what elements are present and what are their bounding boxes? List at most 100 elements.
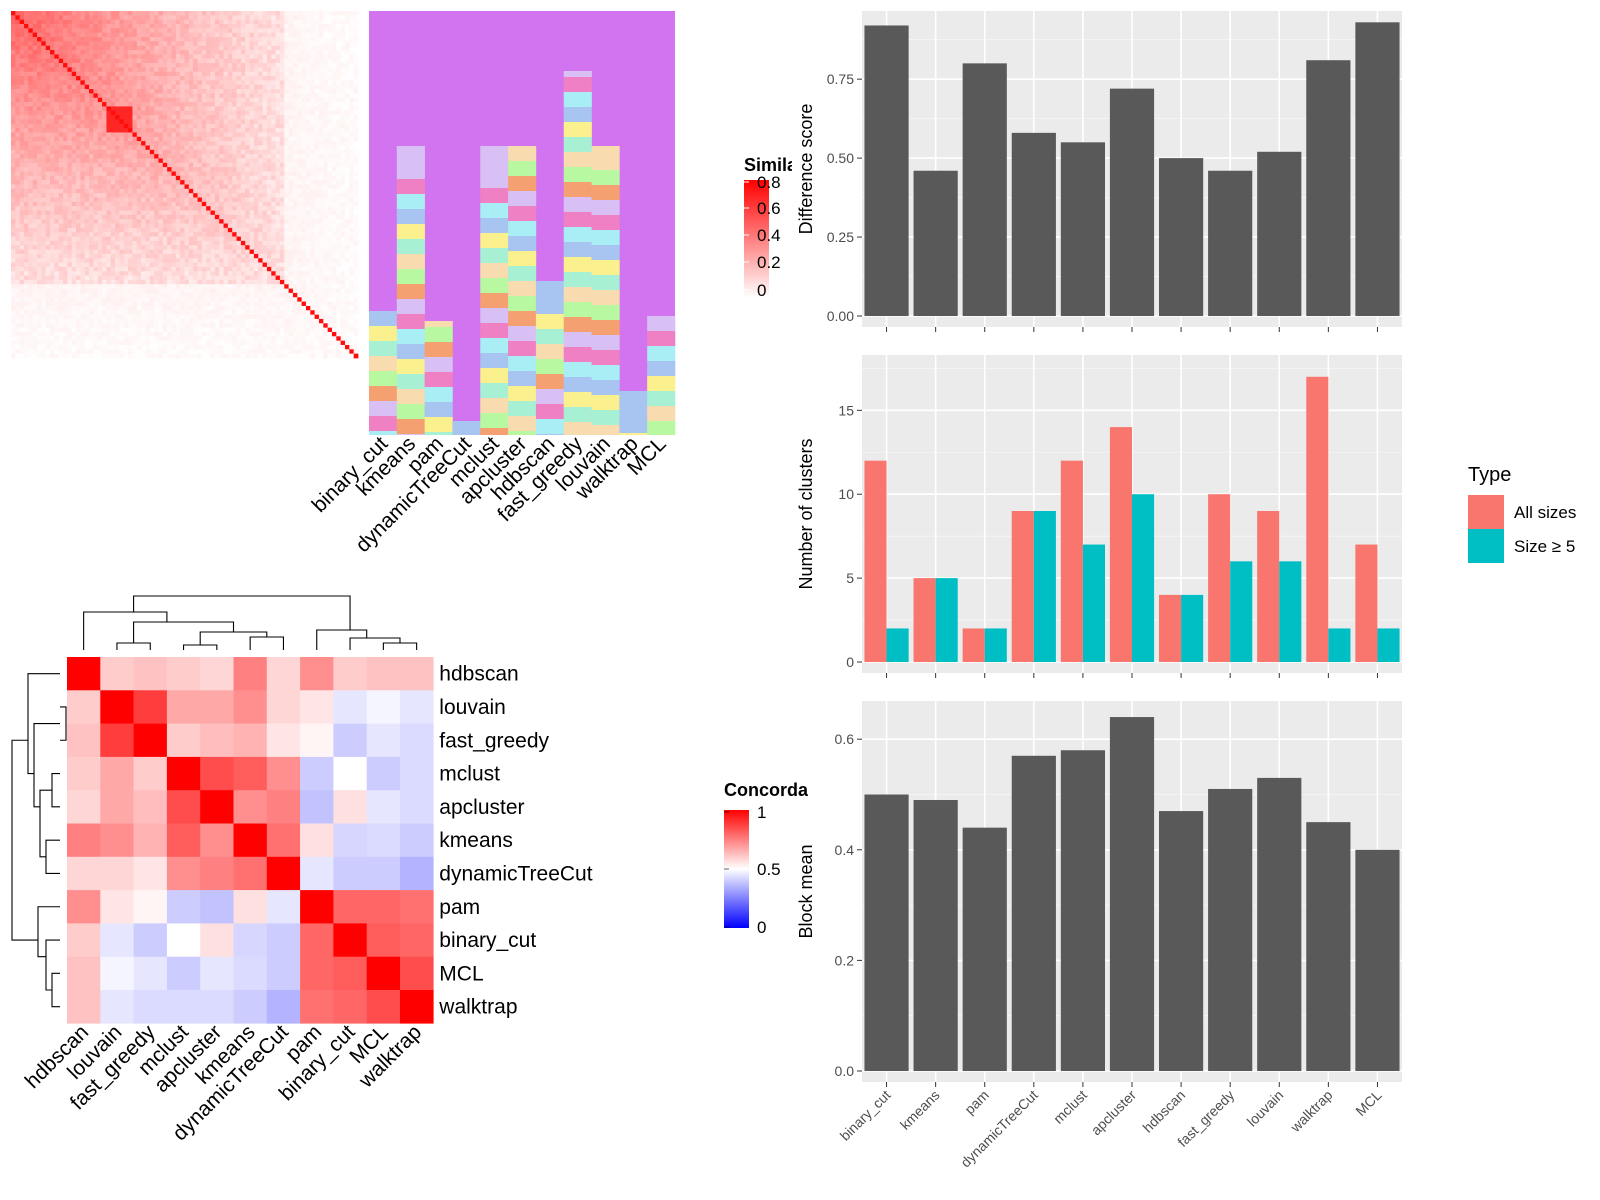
- similarity-cell: [314, 141, 320, 146]
- similarity-cell: [180, 154, 185, 159]
- similarity-cell: [71, 37, 77, 42]
- similarity-cell: [119, 102, 125, 107]
- similarity-cell: [54, 214, 60, 220]
- similarity-cell: [301, 201, 307, 207]
- similarity-cell: [188, 210, 194, 216]
- similarity-cell: [184, 188, 190, 194]
- similarity-cell: [24, 19, 29, 25]
- similarity-cell: [28, 245, 34, 250]
- similarity-cell: [297, 80, 303, 86]
- similarity-cell: [349, 128, 355, 133]
- similarity-cell: [336, 188, 342, 194]
- similarity-cell: [305, 141, 311, 146]
- similarity-cell: [132, 171, 138, 177]
- similarity-cell: [28, 271, 34, 276]
- similarity-cell: [110, 184, 116, 190]
- similarity-cell: [201, 158, 207, 164]
- similarity-cell: [275, 41, 281, 47]
- similarity-cell: [258, 41, 263, 47]
- similarity-cell: [327, 58, 333, 64]
- similarity-cell: [28, 76, 34, 81]
- similarity-cell: [331, 136, 337, 142]
- similarity-cell: [19, 184, 25, 190]
- similarity-cell: [344, 201, 350, 207]
- similarity-cell: [318, 214, 324, 220]
- similarity-cell: [297, 76, 303, 81]
- similarity-cell: [197, 28, 203, 34]
- similarity-cell: [136, 279, 142, 285]
- similarity-cell: [288, 15, 294, 21]
- similarity-cell: [271, 266, 276, 272]
- similarity-cell: [340, 15, 346, 21]
- similarity-cell: [279, 214, 285, 220]
- similarity-cell: [110, 93, 116, 99]
- similarity-cell: [58, 45, 64, 51]
- similarity-cell: [71, 253, 77, 259]
- similarity-cell: [310, 171, 316, 177]
- similarity-cell: [89, 193, 94, 198]
- similarity-cell: [71, 71, 77, 77]
- similarity-cell: [184, 154, 190, 159]
- similarity-cell: [158, 63, 164, 68]
- similarity-cell: [292, 102, 298, 107]
- similarity-cell: [201, 188, 207, 194]
- similarity-cell: [318, 201, 324, 207]
- similarity-cell: [245, 188, 250, 194]
- similarity-cell: [188, 262, 194, 268]
- similarity-cell: [128, 145, 133, 151]
- similarity-cell: [201, 275, 207, 281]
- similarity-cell: [344, 266, 350, 272]
- similarity-cell: [349, 89, 355, 94]
- similarity-cell: [301, 128, 307, 133]
- similarity-cell: [353, 76, 359, 81]
- similarity-cell: [45, 266, 51, 272]
- similarity-cell: [149, 271, 155, 276]
- similarity-cell: [258, 219, 263, 224]
- similarity-cell: [201, 232, 207, 237]
- similarity-cell: [336, 89, 342, 94]
- similarity-cell: [310, 262, 316, 268]
- similarity-cell: [80, 258, 86, 263]
- similarity-cell: [58, 253, 64, 259]
- similarity-cell: [214, 80, 220, 86]
- similarity-cell: [340, 240, 346, 246]
- similarity-cell: [132, 262, 138, 268]
- similarity-cell: [314, 110, 320, 116]
- similarity-cell: [97, 188, 103, 194]
- similarity-cell: [349, 227, 355, 233]
- similarity-cell: [223, 37, 229, 42]
- similarity-cell: [301, 71, 307, 77]
- similarity-cell: [266, 223, 272, 229]
- similarity-cell: [206, 184, 211, 190]
- similarity-cell: [102, 271, 107, 276]
- similarity-cell: [253, 32, 259, 38]
- similarity-cell: [297, 132, 303, 138]
- similarity-cell: [288, 84, 294, 90]
- similarity-cell: [305, 193, 311, 198]
- similarity-cell: [58, 11, 64, 16]
- similarity-cell: [180, 106, 185, 112]
- similarity-cell: [240, 115, 246, 120]
- similarity-cell: [141, 240, 146, 246]
- similarity-cell: [284, 128, 289, 133]
- similarity-cell: [141, 214, 146, 220]
- similarity-cell: [41, 197, 47, 203]
- similarity-cell: [297, 106, 303, 112]
- similarity-cell: [297, 145, 303, 151]
- similarity-cell: [141, 24, 146, 29]
- similarity-cell: [193, 210, 198, 216]
- similarity-cell: [197, 271, 203, 276]
- similarity-cell: [318, 32, 324, 38]
- similarity-cell: [327, 236, 333, 242]
- similarity-cell: [162, 115, 168, 120]
- similarity-cell: [76, 258, 81, 263]
- similarity-cell: [327, 188, 333, 194]
- similarity-cell: [279, 171, 285, 177]
- similarity-cell: [154, 154, 159, 159]
- similarity-cell: [50, 132, 55, 138]
- similarity-cell: [167, 149, 172, 155]
- similarity-cell: [89, 37, 94, 42]
- similarity-cell: [193, 193, 198, 198]
- similarity-cell: [132, 24, 138, 29]
- similarity-cell: [284, 253, 289, 259]
